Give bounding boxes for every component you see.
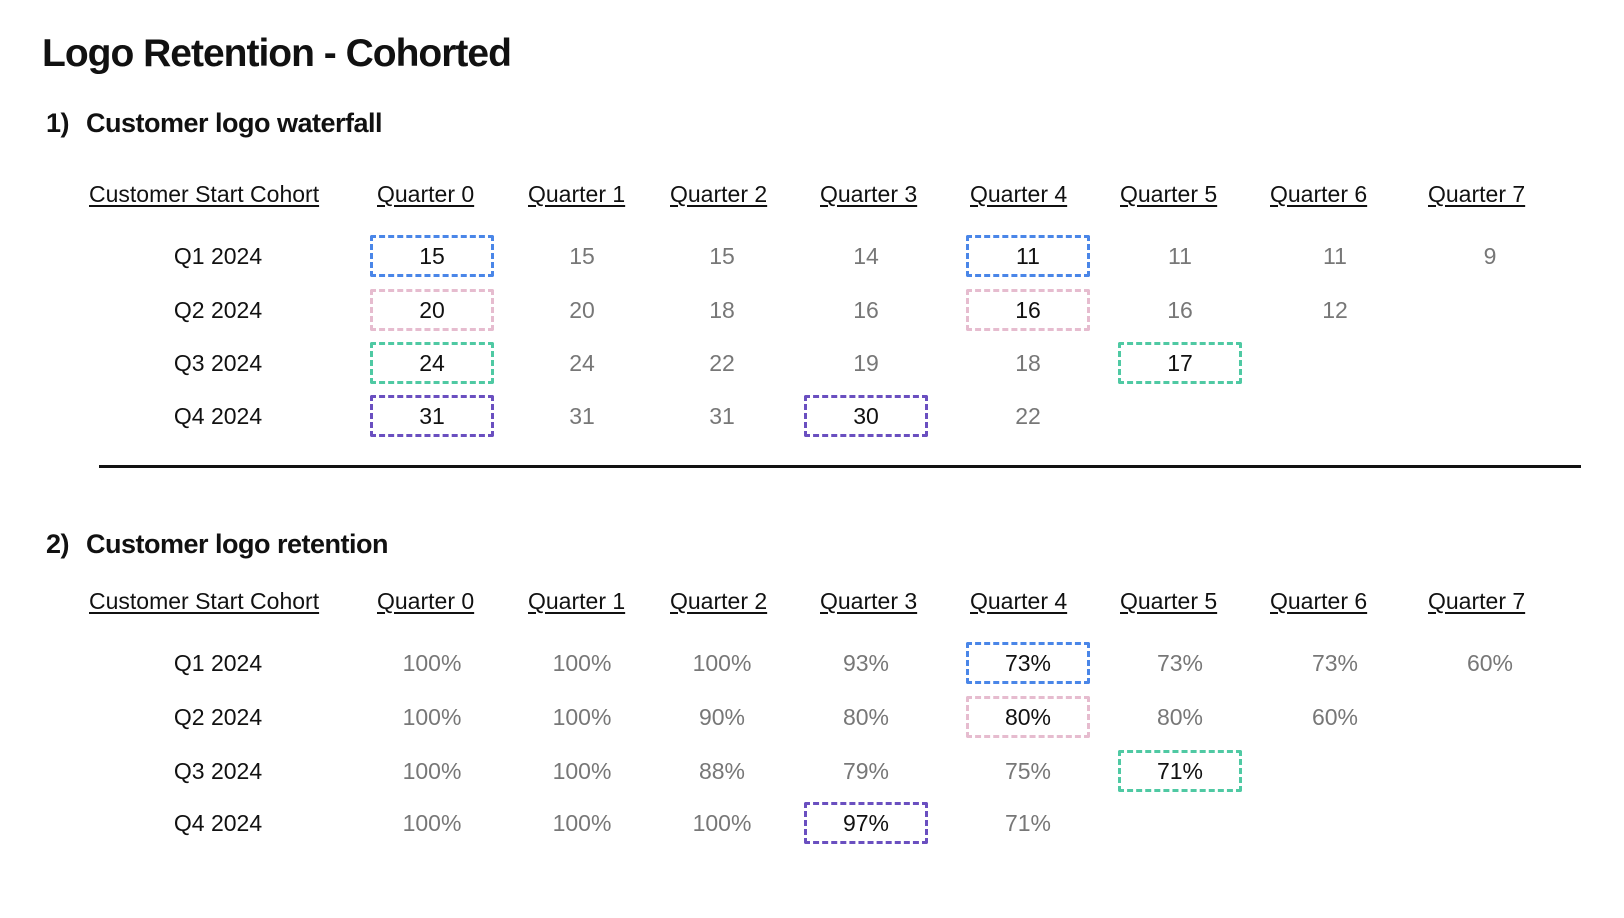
waterfall-cell: 15 — [419, 243, 445, 269]
retention-header-quarter-2: Quarter 2 — [670, 588, 768, 614]
section-divider — [99, 465, 1581, 468]
waterfall-highlight-box-blue — [370, 235, 494, 277]
retention-cell: 73% — [1311, 650, 1359, 676]
retention-section-title: Customer logo retention — [86, 528, 389, 559]
retention-header-quarter-7: Quarter 7 — [1428, 588, 1526, 614]
waterfall-cell: 16 — [1015, 297, 1041, 323]
retention-cell: 79% — [842, 758, 890, 784]
retention-cohort-q3-2024: Q3 2024 — [173, 758, 263, 784]
waterfall-header-customer-start-cohort: Customer Start Cohort — [89, 181, 320, 207]
waterfall-header-quarter-4: Quarter 4 — [970, 181, 1068, 207]
retention-cell: 100% — [552, 704, 612, 730]
waterfall-header-quarter-3: Quarter 3 — [820, 181, 918, 207]
retention-header-quarter-1: Quarter 1 — [528, 588, 626, 614]
waterfall-cohort-q3-2024: Q3 2024 — [173, 350, 263, 376]
retention-header-customer-start-cohort: Customer Start Cohort — [89, 588, 320, 614]
retention-cohort-q1-2024: Q1 2024 — [173, 650, 263, 676]
retention-cell: 100% — [552, 650, 612, 676]
waterfall-cell: 31 — [419, 403, 445, 429]
waterfall-cell: 20 — [569, 297, 595, 323]
waterfall-cell: 14 — [853, 243, 879, 269]
waterfall-cell: 11 — [1323, 243, 1347, 269]
waterfall-header-quarter-0: Quarter 0 — [377, 181, 475, 207]
retention-cell: 100% — [402, 704, 462, 730]
retention-header-quarter-5: Quarter 5 — [1120, 588, 1218, 614]
retention-cell: 71% — [1004, 810, 1052, 836]
retention-cell: 100% — [402, 810, 462, 836]
retention-cell: 73% — [1004, 650, 1052, 676]
retention-cell: 93% — [842, 650, 890, 676]
retention-cell: 80% — [1156, 704, 1204, 730]
retention-cell: 73% — [1156, 650, 1204, 676]
retention-header-quarter-6: Quarter 6 — [1270, 588, 1368, 614]
waterfall-cell: 16 — [853, 297, 879, 323]
retention-cell: 75% — [1004, 758, 1052, 784]
retention-highlight-box-blue — [966, 642, 1090, 684]
retention-cell: 60% — [1311, 704, 1359, 730]
retention-header-quarter-4: Quarter 4 — [970, 588, 1068, 614]
retention-header-quarter-3: Quarter 3 — [820, 588, 918, 614]
waterfall-cell: 18 — [709, 297, 735, 323]
waterfall-cell: 15 — [709, 243, 735, 269]
waterfall-heading: 1) Customer logo waterfall — [46, 106, 383, 140]
waterfall-cell: 18 — [1015, 350, 1041, 376]
retention-header-quarter-0: Quarter 0 — [377, 588, 475, 614]
retention-cell: 71% — [1156, 758, 1204, 784]
retention-cell: 60% — [1466, 650, 1514, 676]
waterfall-highlight-box-pink — [966, 289, 1090, 331]
waterfall-header-quarter-2: Quarter 2 — [670, 181, 768, 207]
waterfall-cell: 16 — [1167, 297, 1193, 323]
waterfall-highlight-box-green — [370, 342, 494, 384]
waterfall-cell: 12 — [1322, 297, 1348, 323]
retention-cell: 100% — [402, 758, 462, 784]
waterfall-section-number: 1) — [46, 107, 70, 138]
waterfall-header-quarter-5: Quarter 5 — [1120, 181, 1218, 207]
retention-cell: 100% — [552, 758, 612, 784]
waterfall-highlight-box-purple — [370, 395, 494, 437]
retention-section-number: 2) — [46, 528, 70, 559]
waterfall-cell: 22 — [709, 350, 735, 376]
waterfall-cell: 9 — [1483, 243, 1497, 269]
waterfall-cell: 24 — [419, 350, 445, 376]
waterfall-header-quarter-1: Quarter 1 — [528, 181, 626, 207]
waterfall-cell: 11 — [1016, 243, 1040, 269]
waterfall-cell: 31 — [569, 403, 595, 429]
waterfall-cell: 11 — [1168, 243, 1192, 269]
retention-cell: 100% — [402, 650, 462, 676]
retention-heading: 2) Customer logo retention — [46, 527, 389, 561]
retention-cell: 100% — [692, 810, 752, 836]
waterfall-highlight-box-green — [1118, 342, 1242, 384]
waterfall-cohort-q4-2024: Q4 2024 — [173, 403, 263, 429]
waterfall-cell: 19 — [853, 350, 879, 376]
retention-cell: 100% — [692, 650, 752, 676]
waterfall-cell: 15 — [569, 243, 595, 269]
retention-cell: 80% — [1004, 704, 1052, 730]
retention-highlight-box-pink — [966, 696, 1090, 738]
retention-cell: 90% — [698, 704, 746, 730]
waterfall-section-title: Customer logo waterfall — [86, 107, 383, 138]
waterfall-header-quarter-7: Quarter 7 — [1428, 181, 1526, 207]
retention-cell: 88% — [698, 758, 746, 784]
waterfall-cell: 20 — [419, 297, 445, 323]
retention-cohort-q4-2024: Q4 2024 — [173, 810, 263, 836]
retention-cell: 97% — [842, 810, 890, 836]
waterfall-cell: 31 — [709, 403, 735, 429]
waterfall-highlight-box-purple — [804, 395, 928, 437]
retention-cohort-q2-2024: Q2 2024 — [173, 704, 263, 730]
retention-highlight-box-purple — [804, 802, 928, 844]
retention-highlight-box-green — [1118, 750, 1242, 792]
waterfall-cell: 24 — [569, 350, 595, 376]
waterfall-cohort-q2-2024: Q2 2024 — [173, 297, 263, 323]
waterfall-cohort-q1-2024: Q1 2024 — [173, 243, 263, 269]
waterfall-cell: 30 — [853, 403, 879, 429]
waterfall-header-quarter-6: Quarter 6 — [1270, 181, 1368, 207]
page-title: Logo Retention - Cohorted — [42, 32, 512, 75]
waterfall-cell: 22 — [1015, 403, 1041, 429]
waterfall-highlight-box-blue — [966, 235, 1090, 277]
retention-cell: 100% — [552, 810, 612, 836]
waterfall-cell: 17 — [1167, 350, 1193, 376]
retention-cell: 80% — [842, 704, 890, 730]
waterfall-highlight-box-pink — [370, 289, 494, 331]
